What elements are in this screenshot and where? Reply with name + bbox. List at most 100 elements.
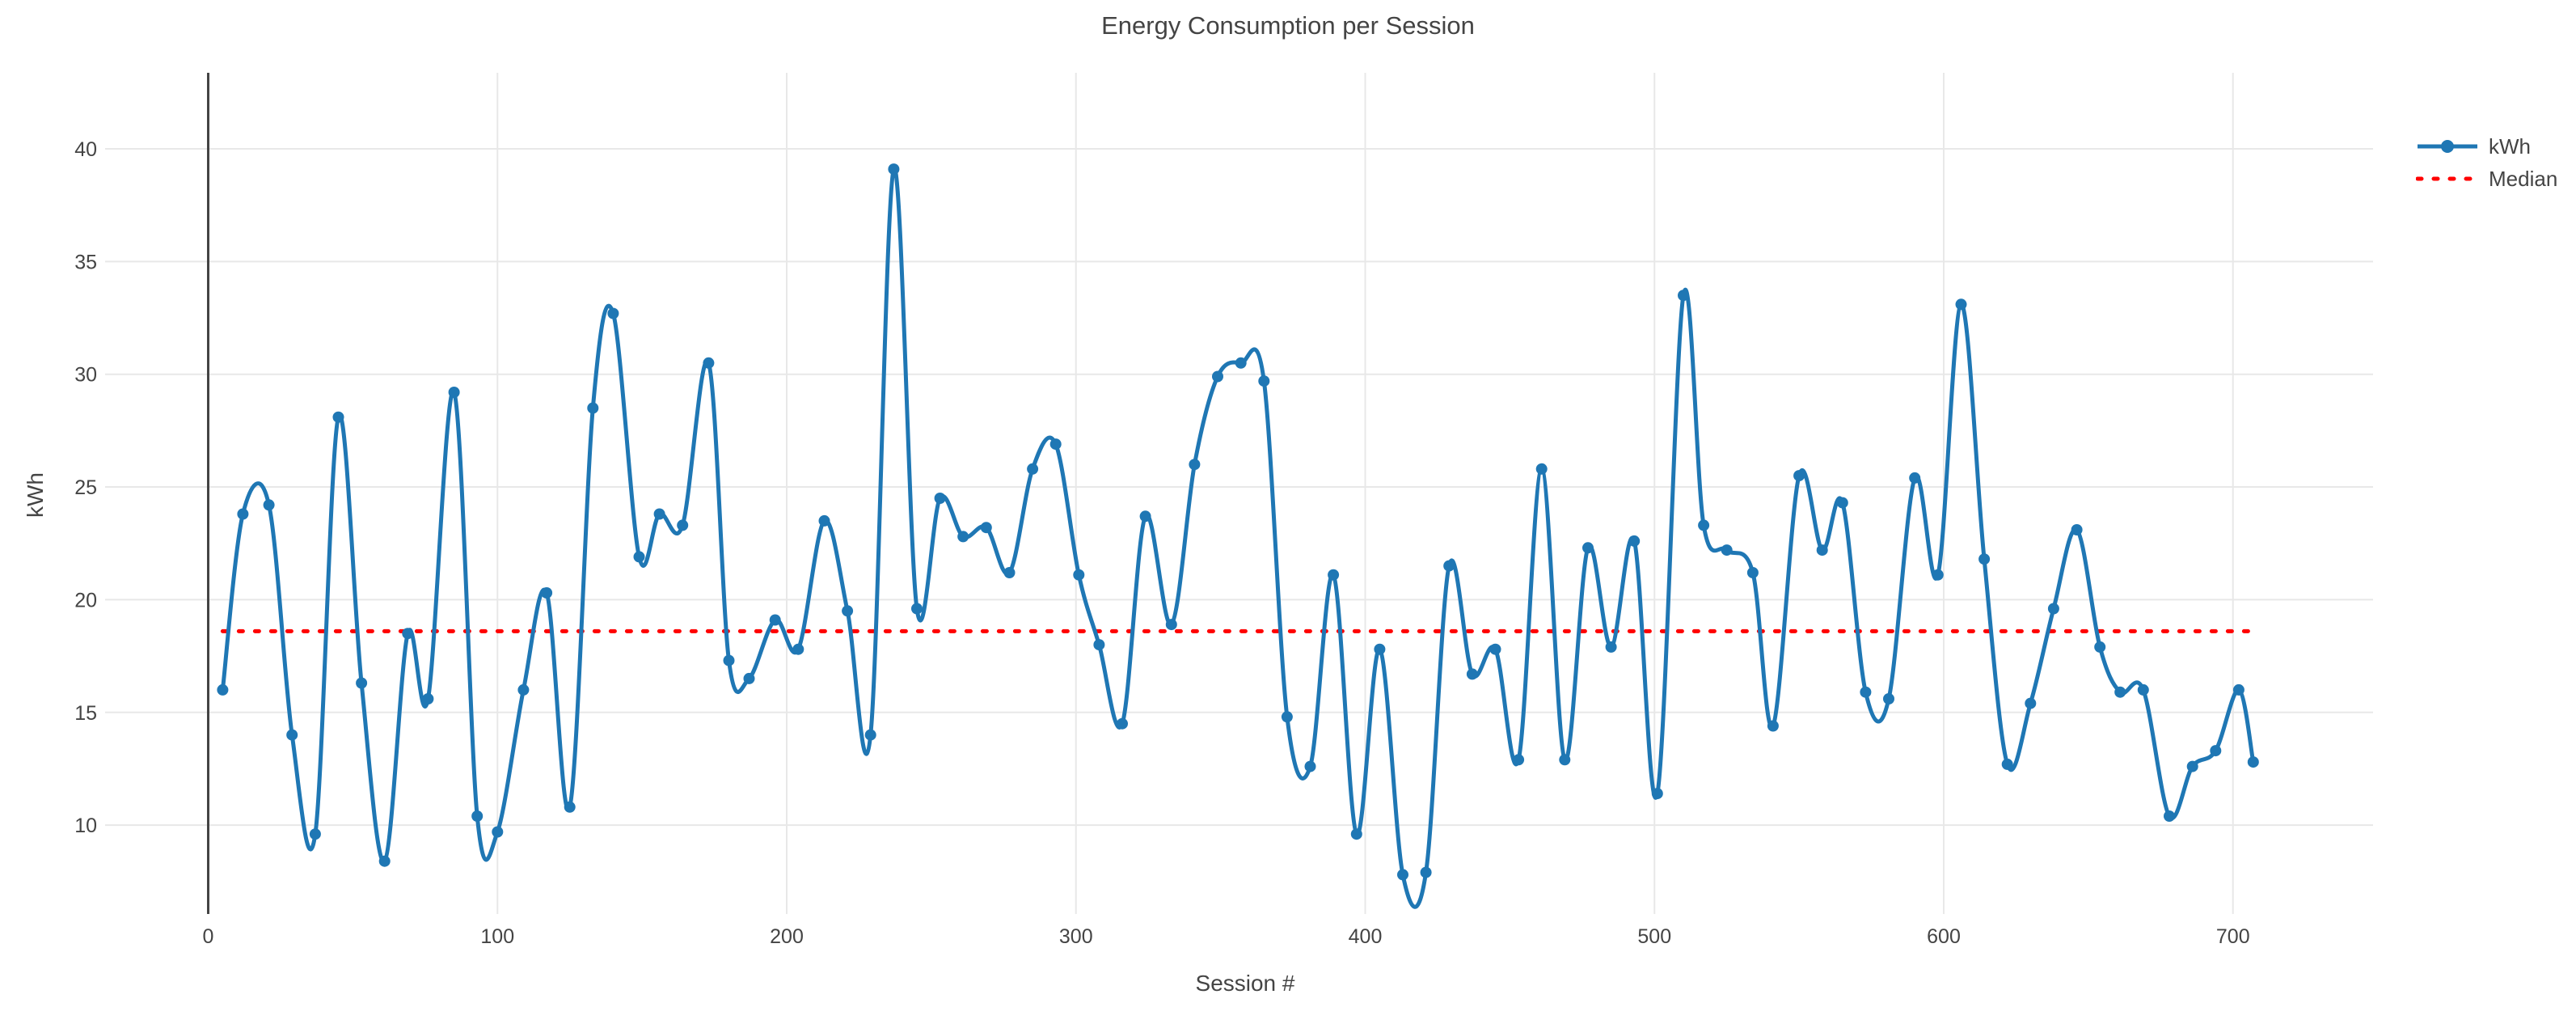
data-point[interactable]	[1189, 459, 1201, 471]
data-point[interactable]	[286, 729, 298, 741]
data-point[interactable]	[2047, 603, 2059, 615]
data-point[interactable]	[2186, 760, 2198, 772]
data-point[interactable]	[2001, 758, 2013, 770]
data-point[interactable]	[402, 628, 414, 640]
data-point[interactable]	[1304, 760, 1316, 772]
data-point[interactable]	[1767, 720, 1779, 732]
data-point[interactable]	[1212, 370, 1223, 383]
kwh-markers[interactable]	[217, 163, 2259, 881]
data-point[interactable]	[792, 643, 804, 655]
data-point[interactable]	[541, 587, 553, 599]
data-point[interactable]	[1955, 298, 1967, 311]
data-point[interactable]	[2232, 683, 2244, 696]
legend-item-kwh[interactable]: kWh	[2416, 136, 2557, 157]
data-point[interactable]	[1117, 717, 1128, 730]
data-point[interactable]	[1909, 472, 1921, 484]
data-point[interactable]	[2071, 524, 2083, 535]
data-point[interactable]	[237, 508, 249, 520]
data-point[interactable]	[1397, 869, 1408, 881]
data-point[interactable]	[1073, 569, 1085, 581]
data-point[interactable]	[332, 411, 344, 423]
data-point[interactable]	[1420, 866, 1432, 878]
data-point[interactable]	[1443, 560, 1455, 572]
data-point[interactable]	[2114, 686, 2126, 698]
data-point[interactable]	[1466, 668, 1478, 680]
data-point[interactable]	[1489, 643, 1501, 655]
data-point[interactable]	[378, 855, 391, 867]
data-point[interactable]	[1793, 470, 1805, 482]
data-point[interactable]	[1049, 438, 1062, 451]
data-point[interactable]	[471, 810, 484, 822]
data-point[interactable]	[1027, 463, 1039, 475]
data-point[interactable]	[842, 605, 854, 617]
data-point[interactable]	[607, 307, 619, 319]
data-point[interactable]	[309, 828, 321, 840]
data-point[interactable]	[864, 729, 876, 741]
data-point[interactable]	[2247, 756, 2259, 768]
data-point[interactable]	[564, 801, 576, 813]
legend-label-kwh: kWh	[2489, 134, 2531, 159]
data-point[interactable]	[1281, 711, 1293, 723]
data-point[interactable]	[633, 551, 645, 563]
data-point[interactable]	[934, 493, 946, 504]
data-point[interactable]	[422, 693, 434, 705]
data-point[interactable]	[1978, 553, 1991, 565]
data-point[interactable]	[1003, 567, 1016, 578]
plot-area[interactable]	[105, 73, 2373, 914]
data-point[interactable]	[957, 531, 969, 543]
data-point[interactable]	[1350, 828, 1362, 840]
data-point[interactable]	[1165, 619, 1177, 631]
data-point[interactable]	[1678, 290, 1689, 302]
data-point[interactable]	[1559, 754, 1571, 766]
data-point[interactable]	[818, 514, 830, 527]
data-point[interactable]	[1374, 643, 1386, 655]
data-point[interactable]	[2164, 810, 2175, 822]
data-point[interactable]	[1628, 535, 1641, 547]
data-point[interactable]	[2094, 641, 2106, 653]
data-point[interactable]	[1235, 357, 1247, 369]
data-point[interactable]	[1860, 686, 1872, 698]
data-point[interactable]	[1816, 544, 1828, 556]
data-point[interactable]	[1932, 569, 1944, 581]
data-point[interactable]	[1698, 519, 1710, 531]
data-point[interactable]	[1746, 567, 1759, 578]
data-point[interactable]	[517, 683, 530, 696]
data-point[interactable]	[1605, 641, 1617, 653]
data-point[interactable]	[1535, 463, 1548, 475]
data-point[interactable]	[2137, 683, 2149, 696]
data-point[interactable]	[217, 683, 229, 696]
y-tick-label: 20	[74, 589, 97, 611]
data-point[interactable]	[911, 603, 923, 615]
data-point[interactable]	[980, 522, 992, 534]
data-point[interactable]	[653, 508, 665, 520]
y-axis-title: kWh	[23, 472, 48, 518]
data-point[interactable]	[723, 654, 735, 666]
median-series-swatch-icon	[2416, 176, 2479, 181]
data-point[interactable]	[1513, 754, 1525, 766]
data-point[interactable]	[677, 519, 689, 531]
x-tick-label: 100	[480, 925, 514, 948]
legend-item-median[interactable]: Median	[2416, 168, 2557, 189]
data-point[interactable]	[888, 163, 900, 176]
data-point[interactable]	[769, 614, 781, 626]
data-point[interactable]	[448, 387, 460, 398]
data-point[interactable]	[1836, 497, 1848, 509]
data-point[interactable]	[743, 672, 755, 684]
data-point[interactable]	[1883, 693, 1894, 705]
data-point[interactable]	[1139, 510, 1151, 523]
data-point[interactable]	[1721, 544, 1733, 556]
data-point[interactable]	[2210, 745, 2222, 757]
data-point[interactable]	[492, 826, 504, 838]
data-point[interactable]	[587, 402, 599, 414]
data-point[interactable]	[1651, 788, 1663, 800]
data-point[interactable]	[2025, 697, 2037, 709]
data-point[interactable]	[356, 677, 368, 689]
data-point[interactable]	[1582, 542, 1594, 554]
data-point[interactable]	[1093, 639, 1105, 651]
data-point[interactable]	[1258, 375, 1270, 387]
data-point[interactable]	[263, 499, 275, 511]
data-point[interactable]	[1328, 569, 1340, 581]
data-point[interactable]	[703, 357, 715, 369]
